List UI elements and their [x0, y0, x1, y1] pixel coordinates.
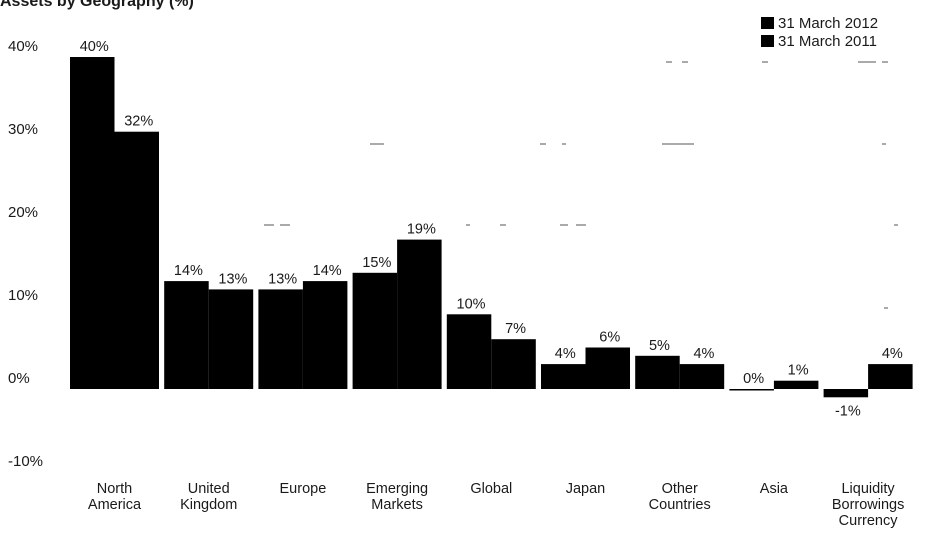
data-label: 14% — [313, 263, 342, 279]
bar-2011 — [679, 364, 725, 389]
legend-swatch — [761, 35, 774, 47]
x-category-label: Countries — [649, 497, 711, 513]
bar-2011 — [114, 131, 159, 389]
x-category-label: Emerging — [366, 481, 428, 497]
y-tick-label: 40% — [8, 38, 38, 55]
data-label: 7% — [505, 321, 526, 337]
bar-2012 — [635, 355, 680, 389]
data-label: 1% — [788, 363, 809, 379]
bar-2011 — [491, 339, 536, 389]
x-category-label: Markets — [371, 497, 423, 513]
legend-swatch — [761, 17, 774, 29]
y-axis: 40% 30% 20% 10% 0% -10% — [8, 38, 43, 470]
x-category-label: North — [97, 481, 132, 497]
bar-2012 — [541, 364, 586, 389]
x-category-label: United — [188, 481, 230, 497]
data-label: 4% — [882, 346, 903, 362]
bar-2011 — [208, 289, 254, 389]
data-label: 4% — [555, 346, 576, 362]
data-label: 15% — [362, 255, 391, 271]
x-category-label: Kingdom — [180, 497, 237, 513]
x-category-label: Global — [470, 481, 512, 497]
bar-2011 — [585, 347, 630, 389]
x-category-label: Other — [662, 481, 698, 497]
data-label: 5% — [649, 338, 670, 354]
y-tick-label: -10% — [8, 453, 43, 470]
bar-2011 — [868, 364, 913, 389]
data-label: 19% — [407, 222, 436, 238]
bar-2012 — [446, 314, 492, 389]
x-category-label: Europe — [280, 481, 327, 497]
data-label: 14% — [174, 263, 203, 279]
bars — [70, 57, 913, 398]
data-label: 13% — [268, 271, 297, 287]
data-label: 4% — [693, 346, 714, 362]
x-category-label: Currency — [839, 513, 899, 529]
y-tick-label: 30% — [8, 121, 38, 138]
bar-2011 — [397, 239, 442, 389]
y-tick-label: 10% — [8, 287, 38, 304]
bar-2012 — [164, 281, 209, 389]
x-category-label: America — [88, 497, 142, 513]
bar-2012 — [729, 389, 774, 391]
bar-2012 — [258, 289, 303, 389]
x-category-label: Asia — [760, 481, 789, 497]
bar-2011 — [773, 380, 819, 389]
bar-2012 — [352, 272, 398, 389]
data-label: -1% — [835, 403, 861, 419]
bar-2011 — [302, 281, 348, 389]
data-label: 13% — [218, 271, 247, 287]
chart-title: Assets by Geography (%) — [0, 0, 194, 10]
x-category-label: Liquidity — [841, 481, 895, 497]
data-label: 32% — [124, 114, 153, 130]
bar-2012 — [823, 389, 869, 398]
x-category-label: Borrowings — [832, 497, 905, 513]
bar-2012 — [70, 57, 115, 389]
data-label: 10% — [457, 296, 486, 312]
data-label: 6% — [599, 330, 620, 346]
y-tick-label: 20% — [8, 204, 38, 221]
data-label: 0% — [743, 371, 764, 387]
x-category-label: Japan — [566, 481, 606, 497]
y-tick-label: 0% — [8, 370, 30, 387]
data-labels: 40% 32% 14% 13% 13% 14% 15% 19% 10% 7% 4% 6% 5% 4% 0% 1… — [80, 39, 903, 419]
legend-label: 31 March 2012 — [778, 15, 878, 32]
data-label: 40% — [80, 39, 109, 55]
legend-label: 31 March 2011 — [778, 33, 877, 50]
scan-marks — [264, 61, 898, 309]
